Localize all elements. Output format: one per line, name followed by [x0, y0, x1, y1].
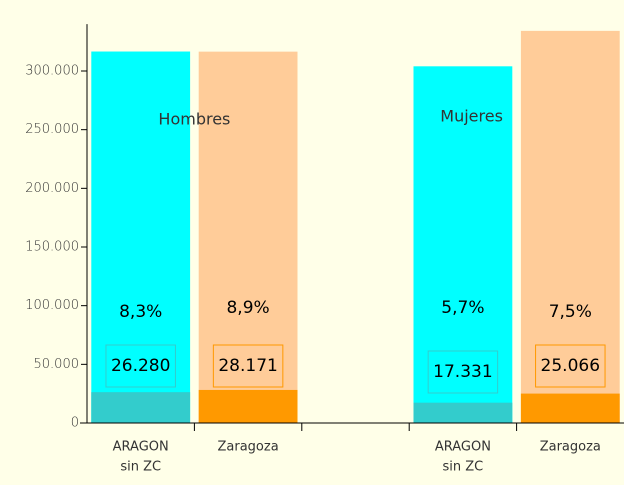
x-tick-label: ARAGON	[435, 440, 491, 455]
part-label: 25.066	[541, 356, 600, 376]
bar-part	[413, 402, 513, 423]
percent-label: 5,7%	[441, 298, 484, 318]
part-label-box	[212, 344, 284, 388]
y-tick-label: 100.000	[25, 298, 79, 313]
bar-part	[91, 392, 191, 423]
part-label-box	[105, 344, 176, 388]
bar-part	[520, 393, 620, 423]
percent-label: 8,3%	[119, 302, 162, 322]
y-tick-label: 150.000	[25, 240, 79, 255]
x-tick-label: Zaragoza	[540, 440, 601, 455]
part-label-box	[427, 350, 499, 394]
part-label: 17.331	[433, 362, 492, 382]
y-tick-label: 300.000	[25, 64, 79, 79]
percent-label: 8,9%	[226, 298, 269, 318]
bar	[91, 51, 191, 423]
bar	[520, 30, 620, 423]
bar	[198, 51, 298, 423]
x-tick-label: Zaragoza	[218, 440, 279, 455]
group-label: Hombres	[158, 110, 230, 129]
y-tick-label: 50.000	[34, 357, 80, 372]
group-label: Mujeres	[440, 107, 503, 126]
part-label: 26.280	[111, 356, 170, 376]
part-label: 28.171	[218, 356, 277, 376]
y-tick-label: 250.000	[25, 122, 79, 137]
x-tick-label: ARAGON	[113, 440, 169, 455]
part-label-box	[535, 344, 606, 388]
bar	[413, 66, 513, 423]
x-tick-label: sin ZC	[120, 460, 161, 475]
x-tick-label: sin ZC	[443, 460, 484, 475]
percent-label: 7,5%	[549, 302, 592, 322]
y-tick-label: 0	[71, 416, 79, 431]
y-tick-label: 200.000	[25, 181, 79, 196]
bar-part	[198, 389, 298, 423]
